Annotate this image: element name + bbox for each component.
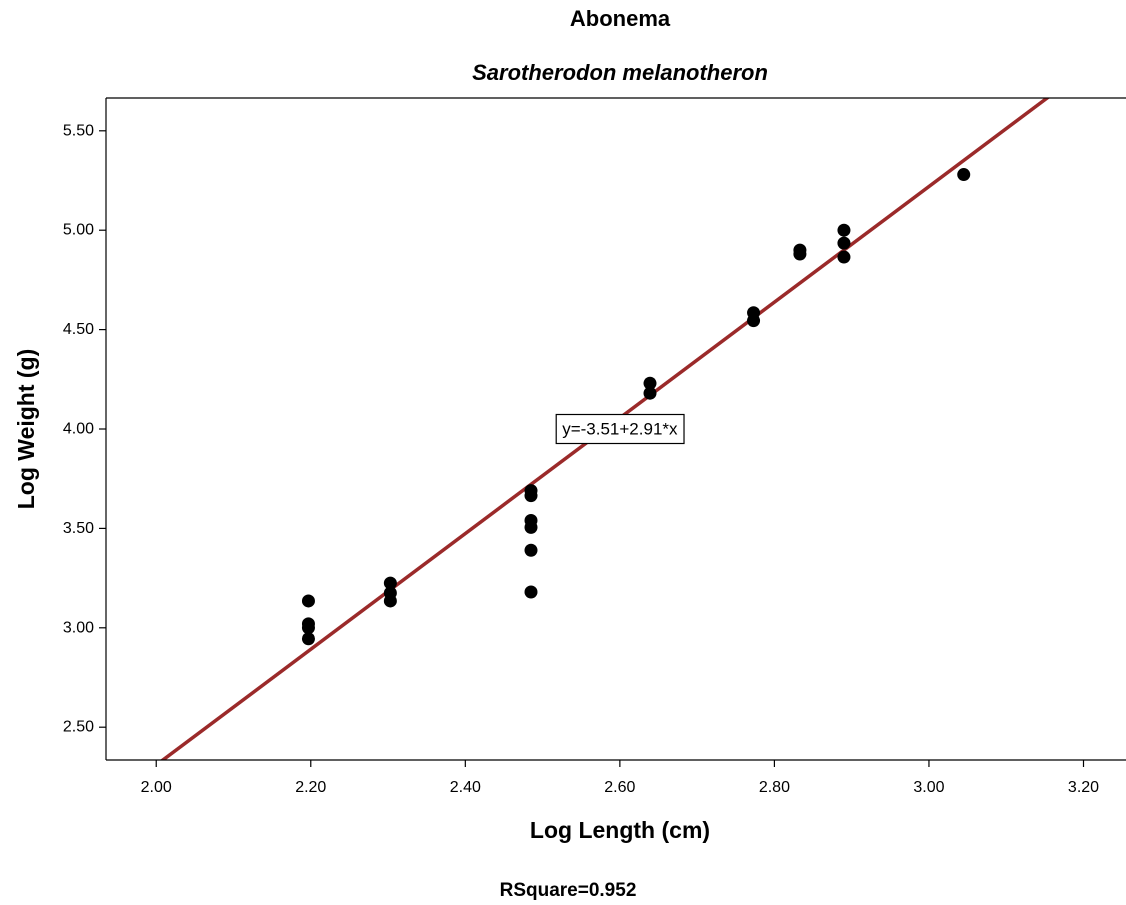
data-point [837,223,851,237]
data-point [837,236,851,250]
x-tick-label: 2.80 [759,779,790,796]
y-tick-label: 4.00 [63,421,94,438]
y-tick-label: 4.50 [63,321,94,338]
equation-text: y=-3.51+2.91*x [562,420,678,439]
data-point [383,576,397,590]
points-layer [301,168,971,646]
data-point [524,585,538,599]
chart-subtitle: Sarotherodon melanotheron [472,60,768,85]
y-tick-label: 5.00 [63,222,94,239]
data-point [837,250,851,264]
data-point [643,376,657,390]
y-tick-label: 2.50 [63,719,94,736]
data-point [524,543,538,557]
equation-label: y=-3.51+2.91*x [555,413,685,445]
x-tick-label: 2.40 [450,779,481,796]
data-point [793,247,807,261]
x-tick-label: 2.20 [295,779,326,796]
data-point [643,386,657,400]
x-axis-title: Log Length (cm) [530,817,710,843]
data-point [383,594,397,608]
y-axis-title: Log Weight (g) [13,349,39,510]
x-tick-label: 2.60 [604,779,635,796]
x-tick-label: 3.20 [1068,779,1099,796]
rsquare-label: RSquare=0.952 [500,880,637,901]
y-tick-label: 3.00 [63,619,94,636]
chart-title: Abonema [569,6,671,31]
data-point [747,314,761,328]
ticks-layer: 2.00 2.20 2.40 2.60 2.80 3.00 3.20 2.50 3.00 3.50… [63,122,1099,796]
y-tick-label: 5.50 [63,122,94,139]
data-point [301,632,315,646]
data-point [301,594,315,608]
x-tick-label: 2.00 [141,779,172,796]
data-point [301,621,315,635]
data-point [957,168,971,182]
equation-box [555,413,685,445]
x-tick-label: 3.00 [913,779,944,796]
data-point [524,520,538,534]
y-tick-label: 3.50 [63,520,94,537]
data-point [524,489,538,503]
